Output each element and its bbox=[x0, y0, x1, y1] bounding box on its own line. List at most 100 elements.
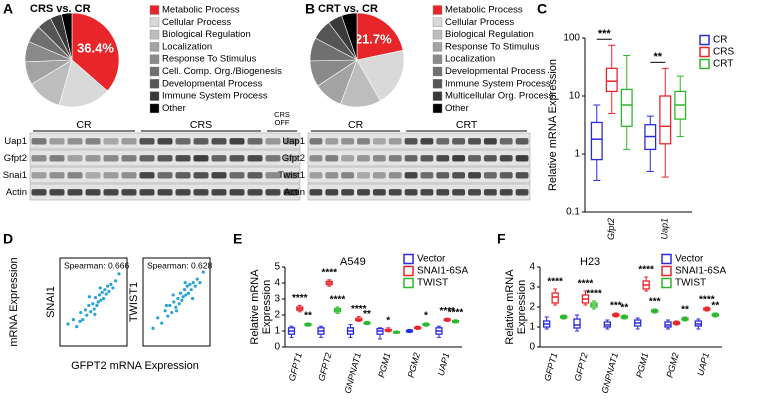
legend-swatch bbox=[432, 79, 443, 89]
blot-band bbox=[247, 189, 263, 196]
blot-band bbox=[247, 172, 263, 179]
blot-band bbox=[309, 138, 323, 145]
point bbox=[191, 281, 195, 285]
blot-band bbox=[103, 155, 119, 162]
significance-label: * bbox=[424, 311, 428, 322]
legend-swatch bbox=[149, 17, 160, 27]
blot-band bbox=[49, 138, 65, 145]
legend-swatch bbox=[699, 34, 710, 46]
point bbox=[186, 291, 191, 295]
point bbox=[91, 302, 95, 306]
blot-band bbox=[499, 155, 513, 162]
blot-row-label: Uap1 bbox=[282, 136, 305, 147]
legend-label: Biological Regulation bbox=[445, 29, 534, 40]
blot-band bbox=[420, 172, 434, 179]
blot-band bbox=[85, 138, 101, 145]
point bbox=[93, 312, 97, 316]
box bbox=[573, 318, 581, 329]
point bbox=[177, 302, 181, 306]
blot-band bbox=[265, 138, 281, 145]
legend-label: SNAI1-6SA bbox=[675, 266, 726, 277]
blot-band bbox=[103, 138, 119, 145]
legend-label: Developmental Process bbox=[445, 66, 546, 77]
legend-swatch bbox=[661, 253, 672, 265]
chart-title: CRT vs. CR bbox=[318, 3, 378, 15]
point bbox=[96, 300, 100, 304]
y-tick-label: 1 bbox=[574, 149, 580, 160]
blot-band bbox=[420, 155, 434, 162]
blot-band bbox=[436, 172, 450, 179]
legend-swatch bbox=[149, 29, 160, 40]
panel-letter: B bbox=[305, 1, 315, 17]
blot-band bbox=[452, 155, 466, 162]
pie-slice bbox=[356, 49, 405, 102]
point bbox=[92, 307, 96, 311]
blot-band bbox=[325, 172, 339, 179]
panel-letter: A bbox=[3, 1, 13, 17]
blot-band bbox=[404, 189, 418, 196]
legend-swatch bbox=[661, 265, 672, 277]
blot-band bbox=[193, 138, 209, 145]
point bbox=[66, 322, 70, 326]
legend-swatch bbox=[149, 91, 160, 101]
blot-band bbox=[325, 138, 339, 145]
blot-row-label: Gfpt2 bbox=[282, 153, 305, 164]
y-axis-label: Expression bbox=[261, 280, 273, 334]
significance-label: ** bbox=[304, 311, 312, 322]
legend-swatch bbox=[403, 253, 414, 265]
blot-band bbox=[515, 138, 529, 145]
y-tick-label: 2 bbox=[274, 310, 280, 321]
blot-band bbox=[121, 189, 137, 196]
point bbox=[89, 310, 93, 314]
x-tick-label: GFPT1 bbox=[542, 352, 559, 383]
blot-row-label: Uap1 bbox=[4, 136, 27, 147]
x-axis-label: GFPT2 mRNA Expression bbox=[71, 360, 199, 372]
point bbox=[103, 288, 107, 292]
legend-label: Multicellular Org. Process bbox=[445, 91, 553, 102]
legend-label: TWIST bbox=[417, 278, 448, 289]
point bbox=[79, 310, 83, 315]
blot-band bbox=[265, 155, 281, 162]
pie-slice bbox=[58, 59, 108, 108]
blot-strip bbox=[307, 183, 531, 201]
point bbox=[201, 270, 205, 274]
blot-band bbox=[309, 172, 323, 179]
panel-letter: E bbox=[233, 231, 242, 247]
blot-row-label: Snai1 bbox=[3, 170, 27, 181]
blot-band bbox=[357, 189, 370, 196]
blot-band bbox=[31, 189, 47, 196]
point bbox=[184, 293, 188, 297]
blot-band bbox=[357, 172, 370, 179]
x-tick-label: Gfpt2 bbox=[606, 218, 616, 240]
blot-band bbox=[265, 189, 281, 196]
point bbox=[183, 281, 187, 285]
point bbox=[109, 282, 113, 286]
blot-band bbox=[452, 189, 466, 196]
blot-band bbox=[49, 172, 65, 179]
significance-label: * bbox=[386, 315, 390, 326]
legend-label: TWIST bbox=[675, 278, 706, 289]
blot-band bbox=[193, 172, 209, 179]
legend-swatch bbox=[432, 17, 443, 27]
legend-label: CR bbox=[713, 35, 727, 46]
y-axis-label: Relative mRNA Expression bbox=[547, 59, 559, 191]
legend-label: Other bbox=[162, 103, 186, 114]
blot-band bbox=[483, 155, 497, 162]
blot-band bbox=[247, 138, 263, 145]
point bbox=[83, 308, 88, 312]
blot-band bbox=[372, 172, 386, 179]
blot-band bbox=[67, 155, 83, 162]
point bbox=[104, 292, 108, 296]
slice-label: 21.7% bbox=[355, 31, 392, 46]
blot-band bbox=[309, 155, 323, 162]
pie-slice bbox=[356, 12, 404, 61]
y-axis-label: Expression bbox=[516, 280, 528, 334]
point bbox=[111, 286, 115, 290]
blot-band bbox=[139, 155, 155, 162]
significance-label: **** bbox=[321, 267, 337, 278]
point bbox=[188, 282, 192, 286]
blot-band bbox=[157, 138, 173, 145]
blot-band bbox=[247, 155, 263, 162]
significance-label: ** bbox=[681, 305, 689, 316]
